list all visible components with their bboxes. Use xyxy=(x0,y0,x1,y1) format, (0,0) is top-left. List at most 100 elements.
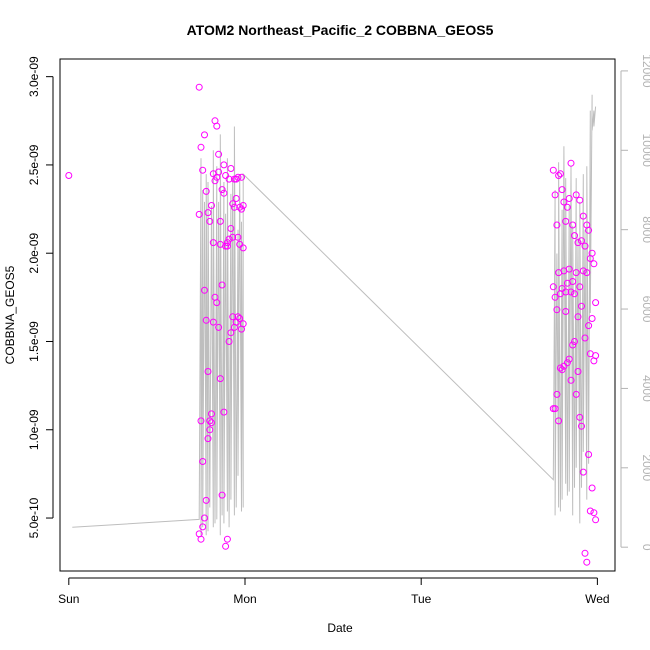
data-point xyxy=(206,417,214,425)
data-point xyxy=(579,212,587,220)
data-point xyxy=(567,159,575,167)
data-point xyxy=(549,283,557,291)
data-point xyxy=(220,189,228,197)
data-point xyxy=(216,375,224,383)
data-point xyxy=(204,368,212,375)
data-point xyxy=(574,313,582,321)
data-point xyxy=(553,306,561,314)
data-point xyxy=(578,302,585,310)
data-point xyxy=(225,235,233,243)
data-point xyxy=(222,542,230,550)
data-point xyxy=(549,166,557,174)
data-point xyxy=(562,308,570,315)
data-point xyxy=(199,523,207,531)
data-point xyxy=(581,242,589,250)
data-point xyxy=(236,203,244,211)
y2-tick-label: 2000 xyxy=(640,454,650,481)
data-point xyxy=(202,316,210,324)
data-point xyxy=(574,239,582,247)
data-point xyxy=(197,417,205,425)
data-point xyxy=(234,173,242,181)
data-point xyxy=(578,237,585,245)
data-point xyxy=(556,170,564,178)
y2-tick-label: 8000 xyxy=(640,216,650,243)
data-point xyxy=(223,535,231,543)
data-point xyxy=(230,203,238,211)
data-point xyxy=(216,217,224,225)
y2-tick-label: 0 xyxy=(640,544,650,551)
data-point xyxy=(218,281,226,289)
data-point xyxy=(225,175,233,183)
data-point xyxy=(223,242,231,250)
data-point xyxy=(558,285,566,292)
data-point xyxy=(576,196,584,204)
data-point xyxy=(553,390,561,398)
y-tick-label: 2.5e-09 xyxy=(27,144,41,185)
data-point xyxy=(579,267,587,275)
y-tick-label: 2.0e-09 xyxy=(27,233,41,274)
data-point xyxy=(227,165,235,172)
data-point xyxy=(208,419,215,427)
data-point xyxy=(567,376,575,384)
y-tick-label: 1.5e-09 xyxy=(27,321,41,362)
x-axis: Sun Mon Tue Wed xyxy=(58,577,610,606)
data-point xyxy=(201,286,208,294)
data-point xyxy=(569,278,577,285)
data-point xyxy=(206,217,214,225)
data-point xyxy=(208,410,215,418)
data-point xyxy=(222,172,230,179)
data-point xyxy=(558,186,566,194)
x-tick-label: Tue xyxy=(411,592,432,606)
data-point xyxy=(195,210,203,218)
data-point xyxy=(571,290,578,298)
data-point xyxy=(227,225,235,232)
y-tick-label: 1.0e-09 xyxy=(27,409,41,450)
x-tick-label: Sun xyxy=(58,592,79,606)
y2-tick-label: 12000 xyxy=(640,54,650,88)
y2-tick-label: 10000 xyxy=(640,134,650,168)
data-point xyxy=(555,417,563,425)
data-point xyxy=(563,359,571,367)
data-point xyxy=(551,405,559,413)
data-point xyxy=(197,535,205,543)
data-point xyxy=(208,202,215,209)
data-point xyxy=(572,390,580,398)
data-point xyxy=(209,318,217,326)
data-point xyxy=(565,265,573,273)
data-point xyxy=(201,131,208,139)
data-point xyxy=(229,313,237,321)
data-point xyxy=(239,320,247,328)
data-point xyxy=(236,315,244,322)
data-point xyxy=(558,366,566,374)
data-point xyxy=(215,150,223,158)
data-point xyxy=(551,191,559,199)
data-point xyxy=(229,200,237,208)
y-axis-label: COBBNA_GEOS5 xyxy=(3,265,17,364)
data-point xyxy=(586,507,594,515)
data-point xyxy=(232,195,240,202)
x-tick-label: Wed xyxy=(585,592,609,606)
data-point xyxy=(569,221,577,229)
data-point xyxy=(592,516,600,524)
data-point xyxy=(199,166,207,174)
data-point xyxy=(556,364,564,372)
data-point xyxy=(565,195,573,202)
data-point xyxy=(236,240,244,248)
data-point xyxy=(213,299,221,307)
data-point xyxy=(197,143,205,151)
data-point xyxy=(218,186,226,194)
data-point xyxy=(581,549,589,557)
data-point xyxy=(588,484,596,492)
data-point xyxy=(215,323,223,331)
data-point xyxy=(563,203,571,211)
y-axis-left: 5.0e-10 1.0e-09 1.5e-09 2.0e-09 2.5e-09 3.0e-… xyxy=(27,56,54,538)
data-point xyxy=(583,558,591,566)
data-point xyxy=(65,172,73,179)
data-point xyxy=(579,468,587,476)
x-axis-label: Date xyxy=(327,621,353,635)
data-point xyxy=(572,269,580,277)
data-point xyxy=(195,83,203,91)
data-point xyxy=(583,269,591,277)
